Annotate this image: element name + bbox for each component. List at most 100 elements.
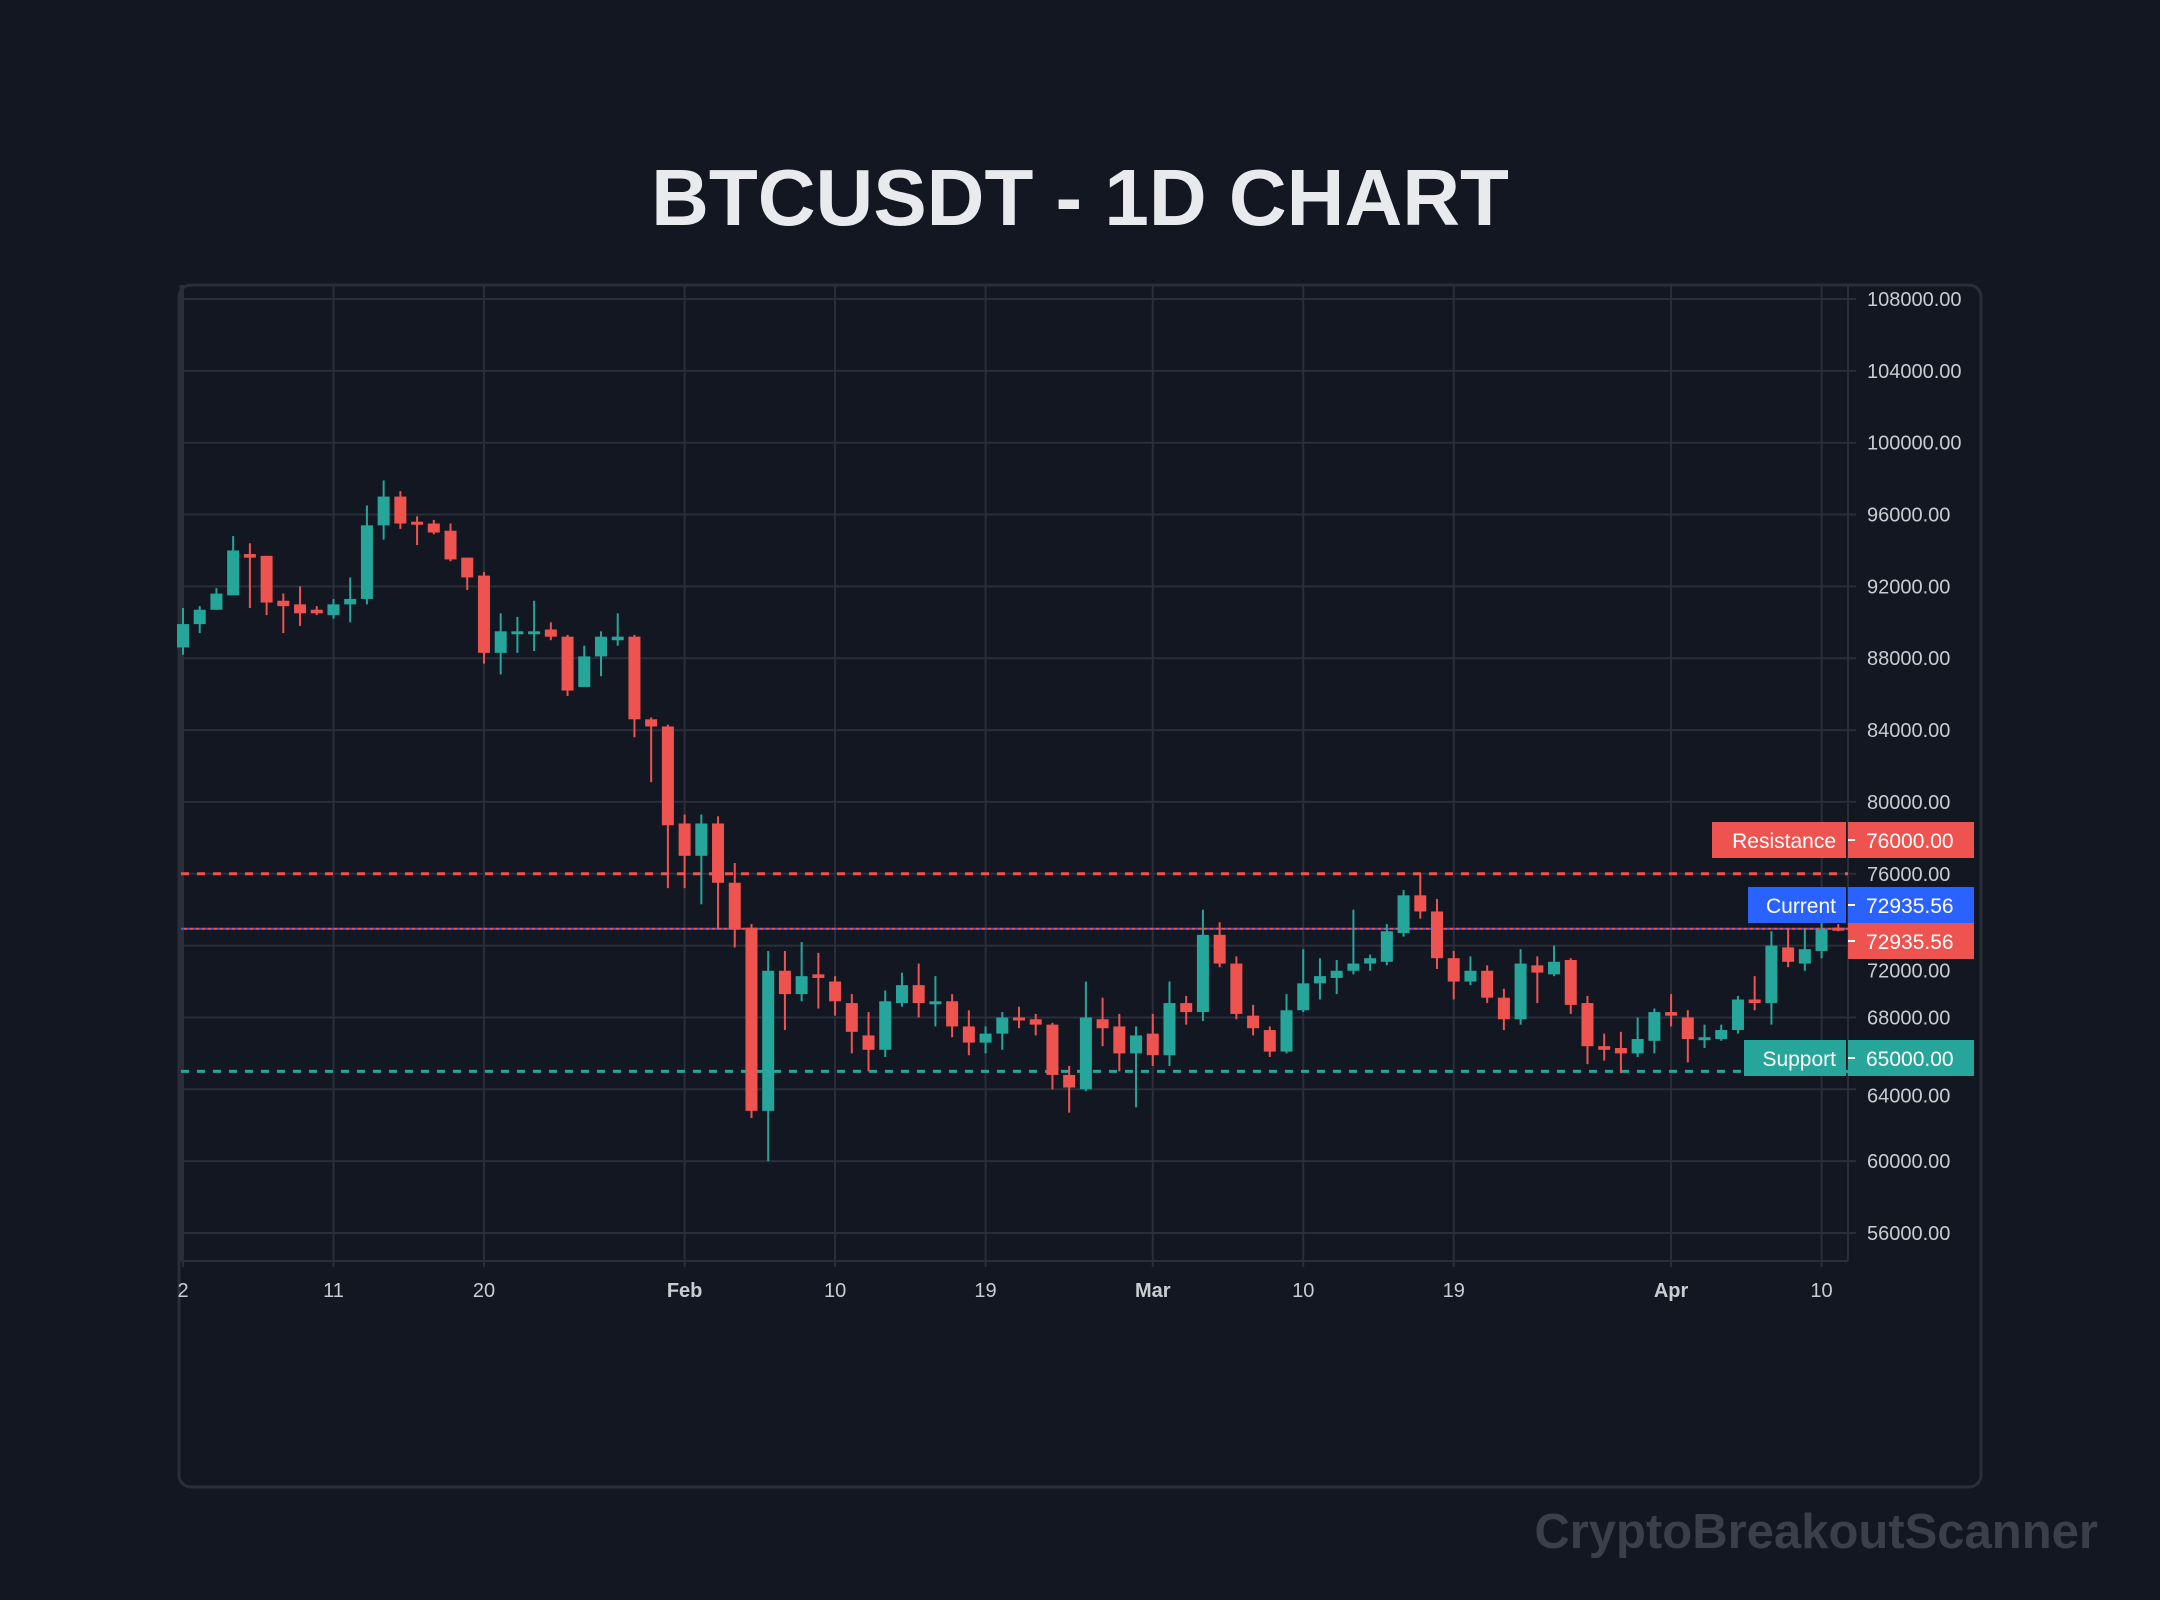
candle-bearish [477,572,490,664]
price-tick-label: 108000.00 [1867,289,1962,311]
date-tick-label: 19 [1443,1280,1465,1302]
date-tick-label: 11 [323,1280,344,1302]
candle-body [1698,1037,1711,1041]
candle-bullish [210,588,223,610]
candle-wick [616,613,619,646]
candle-bullish [1798,929,1811,971]
candle-bullish [1280,994,1293,1054]
level-labels: Resistance 76000.00 Current 72935.56 72935.5… [1712,822,1974,1076]
candle-bullish [1163,981,1176,1066]
candle-bearish [277,593,290,634]
candle-wick [817,952,820,1009]
resistance-label-name-box [1712,822,1846,858]
candle-bullish [511,616,524,653]
candle-bullish [795,942,808,1002]
candle-body [561,636,574,691]
candle-body [628,636,641,720]
candle-bearish [1180,995,1193,1025]
candle-body [728,882,741,930]
price-tick-label: 100000.00 [1867,433,1962,455]
candle-body [1731,999,1744,1031]
candle-bearish [1497,988,1510,1031]
candle-body [461,557,474,578]
candle-wick [1837,924,1840,932]
candles [177,480,1845,1162]
time-axis: 2 11 20 Feb 10 19 Mar 10 19 Apr 10 [177,1280,1832,1302]
candle-body [1364,958,1377,964]
candle-body [1096,1019,1109,1029]
candle-wick [1553,945,1556,977]
candle-wick [1536,956,1539,1004]
candle-bullish [979,1026,992,1054]
candle-bullish [611,613,624,646]
candle-body [277,600,290,607]
price-tick-label: 56000.00 [1867,1223,1950,1245]
candle-bearish [1832,924,1845,932]
candle-body [1782,947,1795,962]
candle-bearish [1564,958,1577,1014]
candle-bullish [1397,889,1410,937]
candle-body [795,976,808,995]
price-tick-label: 104000.00 [1867,361,1962,383]
candle-body [595,636,607,657]
current-label: Current 72935.56 [1748,887,1974,923]
candle-bearish [1598,1033,1611,1061]
candle-body [712,823,725,883]
candle-body [260,555,273,603]
candle-bearish [1748,976,1761,1011]
resistance-label-name: Resistance [1732,830,1836,853]
candle-bearish [829,976,842,1016]
candle-body [1481,970,1494,998]
candle-bullish [1765,931,1778,1025]
candle-bearish [243,543,256,608]
candle-bullish [879,990,892,1057]
candle-body [1013,1017,1025,1021]
candle-body [1665,1012,1678,1016]
candle-bullish [528,600,541,652]
candle-body [778,970,791,995]
candle-body [678,823,691,856]
support-label: Support 65000.00 [1744,1040,1974,1076]
candle-body [1681,1017,1694,1040]
candle-bearish [812,952,825,1009]
price-tick-label: 60000.00 [1867,1151,1950,1173]
candle-bearish [1230,956,1243,1020]
candle-body [427,523,440,533]
level-lines [181,872,1848,1073]
candle-bearish [427,519,440,535]
date-tick-label: 10 [1810,1280,1832,1302]
candle-bearish [1113,1013,1126,1072]
candle-bearish [845,994,858,1054]
candle-body [879,1001,892,1050]
candle-bullish [193,606,206,634]
candle-body [1297,983,1310,1011]
candle-body [243,554,256,558]
candle-bearish [444,523,457,562]
candle-body [996,1017,1009,1034]
price-tick-label: 64000.00 [1867,1085,1950,1107]
candle-body [544,629,557,637]
date-tick-label: Apr [1654,1280,1689,1302]
candle-body [1247,1015,1260,1029]
price-tick-label: 92000.00 [1867,576,1950,598]
date-tick-label: 10 [1292,1280,1314,1302]
price-axis: 108000.00 104000.00 100000.00 96000.00 92000… [1867,289,1962,1245]
candle-body [1113,1026,1126,1054]
candle-bullish [1514,949,1527,1025]
candle-wick [1703,1024,1706,1048]
candle-bearish [1531,956,1544,1004]
support-label-value: 65000.00 [1866,1048,1954,1071]
price-tick-label: 72000.00 [1867,961,1950,983]
candle-body [444,530,457,560]
candle-body [1330,970,1343,978]
candle-wick [800,942,803,1002]
candle-bullish [1464,956,1477,986]
candle-bearish [394,491,407,529]
candle-bearish [862,1012,875,1072]
candle-body [1648,1012,1661,1041]
candle-body [862,1035,875,1050]
candle-bearish [745,924,758,1119]
candle-bearish [1013,1006,1025,1029]
candle-bullish [1079,981,1092,1092]
candle-body [1196,934,1209,1013]
